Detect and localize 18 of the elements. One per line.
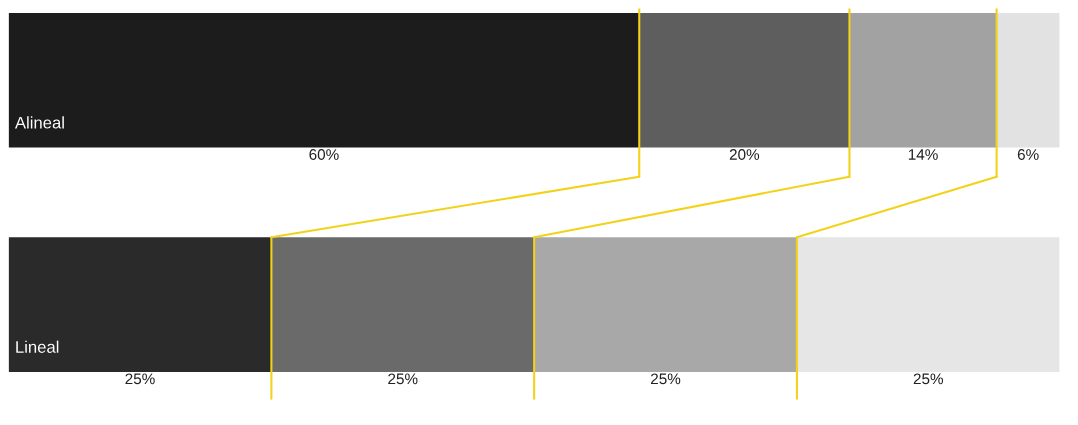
bar [849,12,997,148]
data-label: 6% [1017,149,1039,160]
bar [639,12,850,148]
data-label: 25% [651,373,681,385]
data-label: 25% [125,373,155,385]
data-label: 60% [309,149,339,160]
data-label: 25% [388,373,418,385]
y-tick-label: Lineal [16,340,59,353]
bar [8,237,272,372]
data-label: 14% [908,149,938,160]
bar [996,12,1060,148]
bar [8,12,640,148]
bar [271,237,535,372]
data-label: 25% [913,373,944,385]
data-label: 20% [729,149,760,160]
bar [796,237,1060,372]
bar [534,237,797,372]
y-tick-label: Alineal [14,116,64,129]
